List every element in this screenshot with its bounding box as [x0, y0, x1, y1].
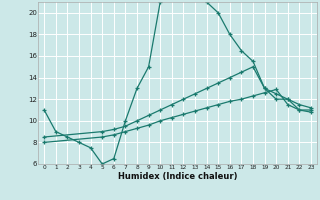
- X-axis label: Humidex (Indice chaleur): Humidex (Indice chaleur): [118, 172, 237, 181]
